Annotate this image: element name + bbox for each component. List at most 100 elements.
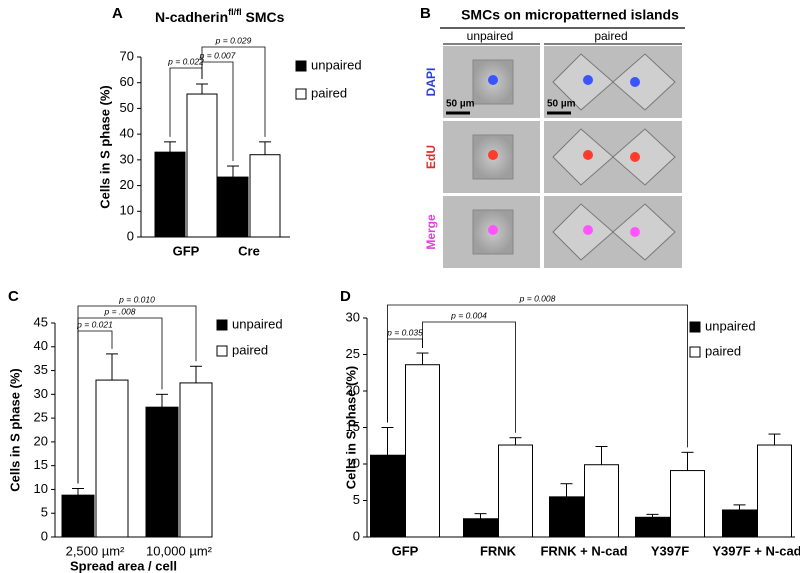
chart-title: N-cadherinfl/fl SMCs bbox=[155, 7, 285, 24]
p-value-label: p = 0.035 bbox=[386, 327, 423, 337]
panel-letter: A bbox=[112, 5, 123, 22]
y-tick-label: 25 bbox=[346, 346, 360, 361]
p-value-label: p = .008 bbox=[104, 306, 136, 316]
y-tick-label: 20 bbox=[34, 433, 48, 448]
scale-bar-label: 50 µm bbox=[446, 99, 475, 110]
x-tick-label: 2,500 µm² bbox=[66, 543, 125, 558]
legend-label: unpaired bbox=[232, 316, 283, 331]
y-tick-label: 5 bbox=[41, 505, 48, 520]
x-tick-label: Cre bbox=[238, 243, 260, 258]
nucleus bbox=[488, 75, 498, 85]
p-value-label: p = 0.004 bbox=[450, 310, 487, 320]
bar bbox=[757, 444, 792, 538]
legend-swatch bbox=[689, 321, 701, 333]
bar bbox=[549, 496, 584, 538]
x-tick-label: FRNK + N-cad bbox=[540, 543, 627, 558]
nucleus bbox=[488, 150, 498, 160]
x-tick-label: Y397F + N-cad bbox=[712, 543, 800, 558]
p-value-label: p = 0.021 bbox=[76, 319, 113, 329]
legend-label: paired bbox=[311, 85, 347, 100]
row-label: Merge bbox=[424, 214, 438, 250]
bar bbox=[154, 151, 186, 238]
y-tick-label: 60 bbox=[120, 74, 134, 89]
nucleus bbox=[630, 152, 640, 162]
x-tick-label: GFP bbox=[392, 543, 419, 558]
legend-label: unpaired bbox=[705, 318, 756, 333]
bar bbox=[405, 364, 440, 538]
legend-swatch bbox=[216, 345, 228, 357]
bar bbox=[95, 379, 129, 538]
y-tick-label: 10 bbox=[120, 203, 134, 218]
bar bbox=[670, 470, 705, 538]
legend-swatch bbox=[216, 319, 228, 331]
bar bbox=[217, 176, 249, 238]
x-tick-label: GFP bbox=[173, 243, 200, 258]
bar bbox=[179, 382, 213, 538]
row-label: EdU bbox=[424, 145, 438, 169]
legend-label: unpaired bbox=[311, 57, 362, 72]
y-tick-label: 30 bbox=[34, 386, 48, 401]
panel-letter: B bbox=[420, 5, 431, 22]
p-value-label: p = 0.029 bbox=[215, 35, 252, 45]
cell-island bbox=[552, 203, 676, 261]
y-tick-label: 30 bbox=[120, 151, 134, 166]
column-label: paired bbox=[594, 29, 627, 43]
nucleus bbox=[583, 225, 593, 235]
p-value-label: p = 0.022 bbox=[167, 56, 204, 66]
y-tick-label: 20 bbox=[346, 382, 360, 397]
cell-island bbox=[552, 128, 676, 186]
bar bbox=[249, 154, 281, 238]
bar bbox=[61, 494, 95, 538]
y-tick-label: 35 bbox=[34, 362, 48, 377]
p-value-label: p = 0.010 bbox=[118, 294, 155, 304]
y-tick-label: 10 bbox=[346, 455, 360, 470]
x-tick-label: 10,000 µm² bbox=[146, 543, 213, 558]
p-value-label: p = 0.007 bbox=[199, 50, 236, 60]
y-axis-label: Cells in S phase (%) bbox=[343, 366, 358, 490]
panel-letter: D bbox=[340, 288, 351, 305]
nucleus bbox=[488, 225, 498, 235]
y-tick-label: 10 bbox=[34, 481, 48, 496]
y-tick-label: 0 bbox=[41, 528, 48, 543]
panel-title: SMCs on micropatterned islands bbox=[461, 7, 679, 23]
nucleus bbox=[583, 75, 593, 85]
y-tick-label: 40 bbox=[34, 338, 48, 353]
legend-swatch bbox=[689, 346, 701, 358]
bar bbox=[463, 518, 498, 538]
column-label: unpaired bbox=[467, 29, 514, 43]
y-axis-label: Cells in S phase (%) bbox=[97, 85, 112, 209]
bar bbox=[145, 406, 179, 538]
cell-island bbox=[472, 59, 514, 105]
significance-bracket bbox=[77, 305, 197, 484]
bar bbox=[584, 464, 619, 538]
y-tick-label: 45 bbox=[34, 314, 48, 329]
y-tick-label: 5 bbox=[353, 492, 360, 507]
y-tick-label: 15 bbox=[346, 419, 360, 434]
cell-island bbox=[552, 53, 676, 111]
x-axis-label: Spread area / cell bbox=[70, 558, 177, 573]
y-tick-label: 0 bbox=[353, 528, 360, 543]
y-tick-label: 40 bbox=[120, 126, 134, 141]
significance-bracket bbox=[387, 304, 688, 448]
row-label: DAPI bbox=[424, 68, 438, 97]
y-tick-label: 70 bbox=[120, 48, 134, 63]
y-tick-label: 20 bbox=[120, 177, 134, 192]
bar bbox=[722, 509, 757, 538]
bar bbox=[186, 93, 218, 238]
nucleus bbox=[583, 150, 593, 160]
significance-bracket bbox=[422, 321, 516, 433]
x-tick-label: Y397F bbox=[651, 543, 689, 558]
bar bbox=[370, 454, 405, 538]
y-tick-label: 50 bbox=[120, 100, 134, 115]
y-tick-label: 15 bbox=[34, 457, 48, 472]
y-tick-label: 25 bbox=[34, 410, 48, 425]
significance-bracket bbox=[201, 46, 266, 137]
micrograph-panel: SMCs on micropatterned islands unpaired … bbox=[424, 7, 685, 268]
x-tick-label: FRNK bbox=[480, 543, 517, 558]
bar bbox=[635, 516, 670, 538]
nucleus bbox=[630, 77, 640, 87]
bar bbox=[498, 444, 533, 538]
legend-swatch bbox=[295, 88, 307, 100]
legend-label: paired bbox=[705, 343, 741, 358]
